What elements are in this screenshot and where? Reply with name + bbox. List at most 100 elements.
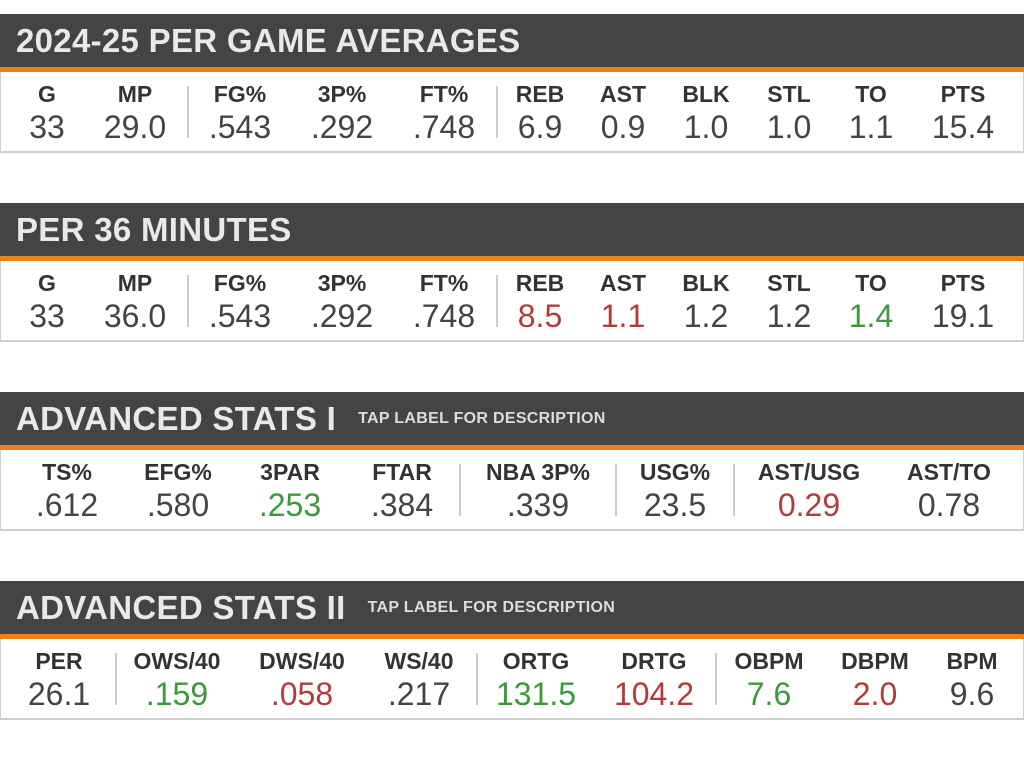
stat-value: .159	[145, 676, 209, 712]
stat-efg-pct[interactable]: EFG% .580	[133, 450, 223, 528]
stat-ast: AST 1.1	[582, 261, 664, 339]
section-title: PER 36 MINUTES	[16, 210, 292, 248]
stats-row: G 33 MP 29.0 FG% .543 3P% .292 FT% .748 REB 6.…	[0, 72, 1024, 153]
stat-value: 8.5	[517, 298, 563, 334]
stat-value: 6.9	[517, 109, 563, 145]
stat-g: G 33	[1, 261, 93, 339]
stats-row: TS% .612 EFG% .580 3PAR .253 FTAR .384 NBA 3…	[0, 450, 1024, 531]
stat-label: G	[38, 81, 56, 107]
stat-label[interactable]: DBPM	[841, 648, 909, 674]
stat-value: .339	[506, 487, 570, 523]
stat-ast-usg[interactable]: AST/USG 0.29	[735, 450, 883, 528]
stat-label[interactable]: 3PAR	[260, 459, 320, 485]
stat-value: 29.0	[103, 109, 167, 145]
stat-value: 1.2	[683, 298, 729, 334]
stat-dws-40[interactable]: DWS/40.058	[237, 639, 367, 717]
stat-value: .543	[208, 298, 272, 334]
stat-ts-pct[interactable]: TS% .612	[1, 450, 133, 528]
stat-label[interactable]: FTAR	[372, 459, 432, 485]
stat-label: FT%	[419, 270, 469, 296]
stat-value: .292	[310, 298, 374, 334]
stat-label: AST	[600, 81, 646, 107]
section-header: 2024-25 PER GAME AVERAGES	[0, 14, 1024, 72]
stat-value: 1.0	[766, 109, 812, 145]
stat-label[interactable]: DWS/40	[259, 648, 345, 674]
stat-value: 0.9	[600, 109, 646, 145]
stat-drtg[interactable]: DRTG 104.2	[594, 639, 714, 717]
divider	[715, 653, 717, 705]
stat-label[interactable]: DRTG	[621, 648, 687, 674]
stat-value: .543	[208, 109, 272, 145]
stat-label: PTS	[940, 270, 986, 296]
stat-value: 1.1	[600, 298, 646, 334]
stat-label[interactable]: TS%	[42, 459, 92, 485]
stat-label[interactable]: BPM	[946, 648, 998, 674]
stat-value: .748	[412, 109, 476, 145]
stat-value: 1.2	[766, 298, 812, 334]
stat-label: MP	[117, 270, 153, 296]
stat-label[interactable]: NBA 3P%	[486, 459, 590, 485]
stat-label: 3P%	[317, 270, 367, 296]
section-hint: TAP LABEL FOR DESCRIPTION	[358, 409, 606, 427]
stats-row: PER 26.1 OWS/40.159 DWS/40.058 WS/40.217 …	[0, 639, 1024, 720]
stat-3par[interactable]: 3PAR .253	[223, 450, 357, 528]
stats-row: G 33 MP 36.0 FG% .543 3P% .292 FT% .748 REB 8.…	[0, 261, 1024, 342]
stat-dbpm[interactable]: DBPM 2.0	[821, 639, 929, 717]
stat-value: 1.1	[848, 109, 894, 145]
stat-value: .253	[258, 487, 322, 523]
stat-label: MP	[117, 81, 153, 107]
section-header: ADVANCED STATS I TAP LABEL FOR DESCRIPTI…	[0, 392, 1024, 450]
stat-ws-40[interactable]: WS/40.217	[367, 639, 471, 717]
section-title: ADVANCED STATS II	[16, 588, 346, 626]
stat-value: 33	[29, 298, 65, 334]
stat-ortg[interactable]: ORTG 131.5	[478, 639, 594, 717]
stat-label[interactable]: ORTG	[502, 648, 570, 674]
divider	[733, 464, 735, 516]
stat-value: 1.0	[683, 109, 729, 145]
stat-value: 131.5	[495, 676, 577, 712]
divider	[615, 464, 617, 516]
stat-label[interactable]: OBPM	[734, 648, 804, 674]
stat-pts: PTS 19.1	[912, 261, 1014, 339]
stat-label[interactable]: AST/USG	[757, 459, 861, 485]
stat-label[interactable]: USG%	[639, 459, 711, 485]
stat-label: STL	[767, 81, 811, 107]
stat-label[interactable]: AST/TO	[907, 459, 991, 485]
stat-fg-pct: FG% .543	[189, 261, 291, 339]
stat-nba-3p-pct[interactable]: NBA 3P% .339	[461, 450, 615, 528]
stat-stl: STL 1.0	[748, 72, 830, 150]
stat-value: .384	[370, 487, 434, 523]
stat-ast-to[interactable]: AST/TO 0.78	[883, 450, 1015, 528]
stat-label[interactable]: EFG%	[144, 459, 212, 485]
divider	[476, 653, 478, 705]
stat-bpm[interactable]: BPM 9.6	[929, 639, 1015, 717]
stat-obpm[interactable]: OBPM 7.6	[717, 639, 821, 717]
stat-label[interactable]: PER	[35, 648, 83, 674]
stat-usg-pct[interactable]: USG% 23.5	[617, 450, 733, 528]
stat-blk: BLK 1.2	[664, 261, 748, 339]
stat-value: .217	[387, 676, 451, 712]
stat-label[interactable]: OWS/40	[133, 648, 221, 674]
stat-label: TO	[855, 81, 887, 107]
stat-value: 33	[29, 109, 65, 145]
stat-label: G	[38, 270, 56, 296]
divider	[187, 86, 189, 138]
divider	[496, 86, 498, 138]
stat-label: FG%	[213, 270, 267, 296]
stat-label: REB	[515, 81, 565, 107]
section-title: 2024-25 PER GAME AVERAGES	[16, 21, 521, 59]
stat-per[interactable]: PER 26.1	[1, 639, 117, 717]
stat-to: TO 1.4	[830, 261, 912, 339]
stat-label[interactable]: WS/40	[384, 648, 454, 674]
stat-label: PTS	[940, 81, 986, 107]
stat-ftar[interactable]: FTAR .384	[357, 450, 447, 528]
stat-value: 2.0	[852, 676, 898, 712]
divider	[459, 464, 461, 516]
divider	[115, 653, 117, 705]
stat-label: TO	[855, 270, 887, 296]
stat-3p-pct: 3P% .292	[291, 72, 393, 150]
stat-value: 26.1	[27, 676, 91, 712]
stat-value: 0.78	[917, 487, 981, 523]
stat-ows-40[interactable]: OWS/40.159	[117, 639, 237, 717]
stat-value: 36.0	[103, 298, 167, 334]
